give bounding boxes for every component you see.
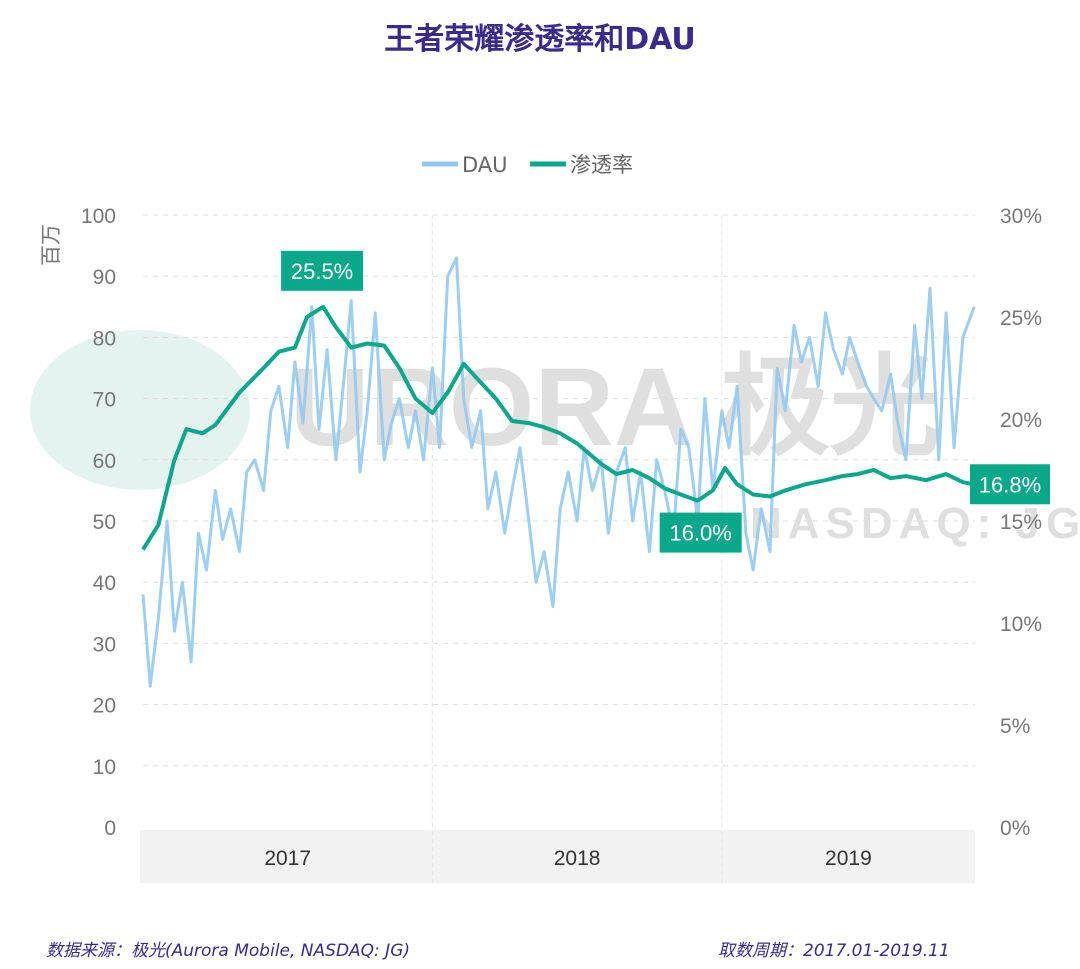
legend-label: 渗透率: [570, 153, 633, 177]
annotation-label: 16.0%: [669, 521, 731, 546]
annotation-box: [970, 464, 1050, 505]
y-left-tick-label: 40: [93, 572, 116, 595]
watermark-subtext: NASDAQ: JG: [750, 499, 1080, 548]
x-tick-label: 2017: [264, 847, 311, 870]
watermark-logo-shape: [30, 330, 250, 490]
legend-label: DAU: [462, 153, 508, 177]
y-left-tick-label: 100: [81, 205, 116, 228]
data-source: 数据来源：极光(Aurora Mobile, NASDAQ: JG): [46, 941, 410, 961]
y-left-tick-label: 10: [93, 756, 116, 779]
y-right-tick-label: 5%: [1000, 715, 1030, 738]
y-right-tick-label: 10%: [1000, 613, 1042, 636]
data-period: 取数周期：2017.01-2019.11: [718, 941, 950, 961]
annotation-box: [281, 250, 364, 291]
y-left-tick-label: 0: [104, 817, 116, 840]
annotation-label: 16.8%: [979, 472, 1041, 497]
y-left-tick-label: 50: [93, 511, 116, 534]
annotation-box: [659, 512, 742, 553]
y-left-tick-label: 80: [93, 327, 116, 350]
y-right-tick-label: 15%: [1000, 511, 1042, 534]
y-left-tick-label: 90: [93, 266, 116, 289]
x-tick-label: 2018: [554, 847, 601, 870]
series-line-penetration: [141, 304, 975, 551]
x-axis-band: [140, 830, 975, 883]
y-right-tick-label: 20%: [1000, 409, 1042, 432]
annotation-label: 25.5%: [291, 259, 353, 284]
y-right-tick-label: 25%: [1000, 307, 1042, 330]
y-left-axis-label: 百万: [40, 224, 63, 266]
chart-title: 王者荣耀渗透率和DAU: [384, 22, 696, 57]
x-tick-label: 2019: [825, 847, 872, 870]
series-line-dau: [141, 256, 976, 688]
y-left-tick-label: 20: [93, 695, 116, 718]
y-right-tick-label: 30%: [1000, 205, 1042, 228]
y-right-tick-label: 0%: [1000, 817, 1030, 840]
y-left-tick-label: 70: [93, 389, 116, 412]
y-left-tick-label: 60: [93, 450, 116, 473]
y-left-tick-label: 30: [93, 633, 116, 656]
